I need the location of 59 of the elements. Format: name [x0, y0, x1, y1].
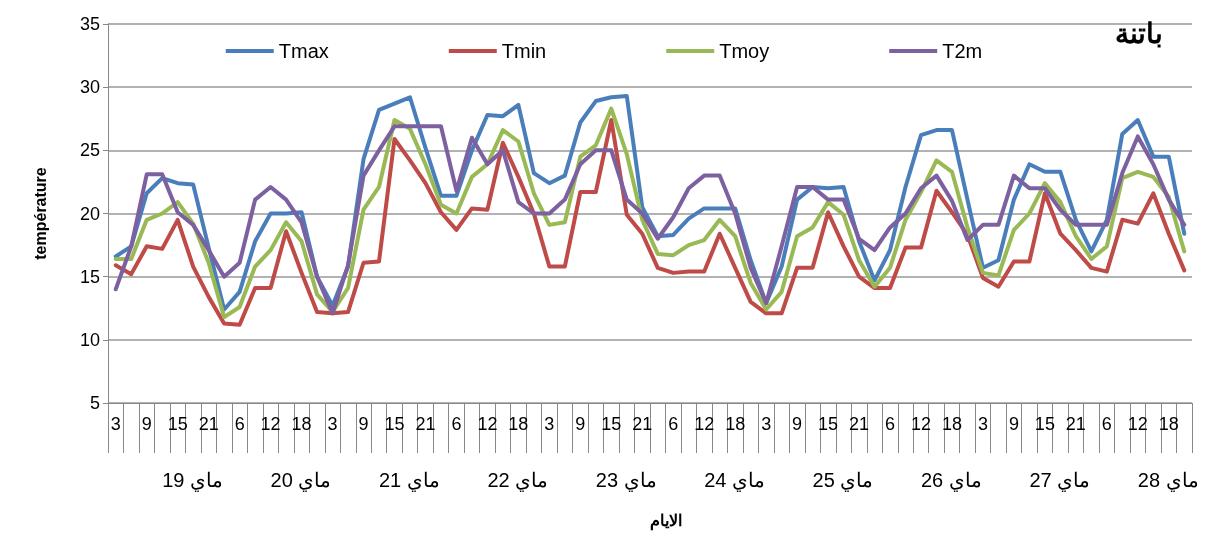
legend-label: Tmoy [719, 40, 770, 62]
text: 24 ماي [704, 469, 766, 492]
x-tick-label: 18 [1158, 414, 1179, 434]
x-tick-label: 18 [508, 414, 529, 434]
y-tick-label: 25 [79, 140, 100, 161]
x-tick-label: 12 [260, 414, 281, 434]
text: 23 ماي [595, 469, 657, 492]
y-tick-label: 15 [79, 266, 100, 287]
text: 21 ماي [379, 469, 440, 492]
y-tick-label: 35 [79, 14, 100, 34]
y-tick-label: 20 [79, 203, 100, 224]
x-tick-label: 3 [327, 414, 338, 434]
x-tick-label: 15 [167, 414, 188, 434]
x-tick-label: 3 [544, 414, 555, 434]
x-tick-label: 6 [451, 414, 462, 434]
chart-title: باتنة [1115, 17, 1163, 49]
x-tick-label: 6 [885, 414, 896, 434]
x-tick-label: 6 [1101, 414, 1112, 434]
x-tick-label: 9 [358, 414, 369, 434]
x-tick-label: 9 [1008, 414, 1019, 434]
text: 20 ماي [270, 469, 332, 492]
x-tick-label: 21 [415, 414, 436, 434]
legend-label: T2m [942, 40, 983, 62]
x-tick-label: 9 [141, 414, 152, 434]
x-tick-label: 3 [977, 414, 988, 434]
x-tick-label: 15 [1034, 414, 1055, 434]
text: 26 ماي [921, 469, 982, 492]
x-tick-label: 15 [601, 414, 622, 434]
x-axis-title: الايام [650, 511, 682, 531]
x-tick-label: 12 [1127, 414, 1148, 434]
x-tick-label: 18 [725, 414, 746, 434]
text: 22 ماي [487, 469, 549, 492]
y-tick-label: 30 [79, 77, 100, 98]
text: 25 ماي [812, 469, 874, 492]
text: 27 ماي [1029, 469, 1091, 492]
x-tick-label: 6 [668, 414, 679, 434]
x-tick-label: 15 [818, 414, 839, 434]
y-tick-label: 10 [79, 329, 100, 350]
x-tick-label: 12 [694, 414, 715, 434]
x-tick-label: 9 [575, 414, 586, 434]
x-tick-label: 15 [384, 414, 405, 434]
x-tick-label: 3 [761, 414, 772, 434]
x-tick-label: 18 [941, 414, 962, 434]
legend-label: Tmin [501, 40, 547, 62]
text: 19 ماي [162, 469, 224, 492]
x-tick-label: 21 [1065, 414, 1086, 434]
x-tick-label: 9 [792, 414, 803, 434]
text: 28 ماي [1137, 469, 1199, 492]
x-tick-label: 21 [198, 414, 219, 434]
x-tick-label: 12 [477, 414, 498, 434]
y-tick-label: 5 [89, 393, 100, 413]
y-axis-title: température [31, 167, 49, 260]
x-tick-label: 21 [849, 414, 870, 434]
x-tick-label: 12 [910, 414, 932, 434]
x-tick-label: 18 [291, 414, 312, 434]
x-tick-label: 3 [110, 414, 121, 434]
x-tick-label: 6 [234, 414, 245, 434]
x-tick-label: 21 [632, 414, 653, 434]
legend-label: Tmax [278, 40, 329, 62]
